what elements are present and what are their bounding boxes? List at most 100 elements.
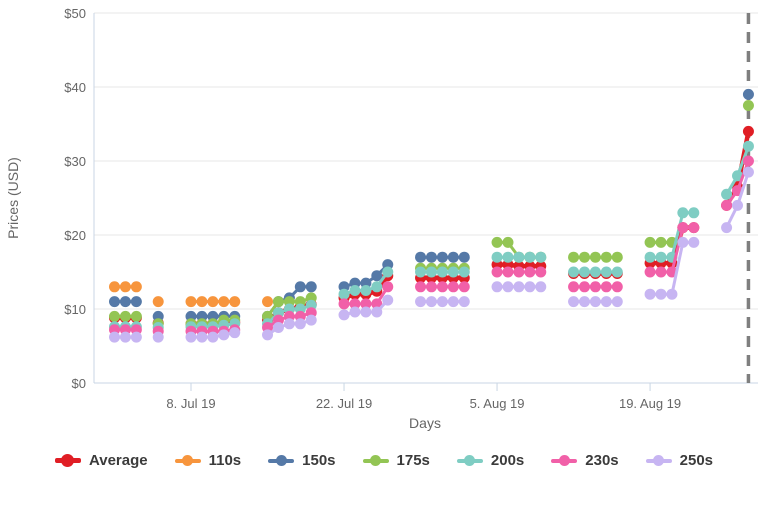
data-point-200s bbox=[568, 266, 580, 278]
legend-label: Average bbox=[88, 452, 148, 469]
x-axis-title: Days bbox=[409, 415, 441, 431]
data-point-200s bbox=[360, 285, 372, 296]
data-point-230s bbox=[644, 266, 656, 278]
series-layer bbox=[109, 88, 754, 343]
data-point-230s bbox=[371, 298, 383, 310]
data-point-230s bbox=[742, 155, 754, 167]
x-tick-label: 22. Jul 19 bbox=[316, 396, 372, 411]
data-point-175s bbox=[655, 236, 667, 248]
data-point-150s bbox=[371, 270, 383, 282]
data-point-250s bbox=[262, 329, 274, 341]
legend-marker-icon bbox=[268, 455, 295, 466]
y-tick-label: $30 bbox=[64, 154, 86, 169]
data-point-230s bbox=[535, 266, 547, 278]
data-point-250s bbox=[119, 331, 131, 343]
series-segment bbox=[736, 170, 750, 207]
data-point-200s bbox=[371, 281, 383, 293]
data-point-200s bbox=[338, 288, 350, 300]
legend-marker-icon bbox=[54, 454, 81, 467]
data-point-200s bbox=[644, 251, 656, 263]
data-point-250s bbox=[229, 327, 241, 339]
legend-item-110s[interactable]: 110s bbox=[174, 452, 241, 469]
data-point-250s bbox=[742, 166, 754, 178]
data-point-200s bbox=[458, 266, 470, 278]
data-point-250s bbox=[688, 236, 700, 248]
data-point-175s bbox=[578, 251, 590, 263]
data-point-250s bbox=[502, 281, 514, 293]
data-point-250s bbox=[272, 322, 284, 333]
data-point-250s bbox=[732, 199, 744, 211]
data-point-110s bbox=[119, 281, 131, 293]
data-point-250s bbox=[447, 296, 459, 308]
data-point-150s bbox=[415, 251, 427, 263]
data-point-230s bbox=[721, 199, 733, 211]
data-point-250s bbox=[218, 329, 230, 341]
series-250s bbox=[109, 166, 754, 343]
legend-item-250s[interactable]: 250s bbox=[645, 452, 713, 469]
legend-item-175s[interactable]: 175s bbox=[362, 452, 430, 469]
legend-marker-icon bbox=[174, 455, 201, 466]
data-point-230s bbox=[436, 281, 448, 293]
data-point-230s bbox=[568, 281, 580, 293]
chart-legend: Average 110s 150s 175s 200s 230s 250s bbox=[0, 452, 768, 469]
data-point-200s bbox=[655, 251, 667, 263]
data-point-175s bbox=[130, 310, 142, 322]
data-point-150s bbox=[294, 281, 306, 293]
data-point-230s bbox=[655, 266, 667, 278]
data-point-150s bbox=[458, 251, 470, 263]
legend-label: 150s bbox=[302, 452, 336, 469]
data-point-175s bbox=[272, 296, 284, 308]
data-point-200s bbox=[349, 285, 361, 296]
data-point-200s bbox=[436, 266, 448, 278]
y-tick-label: $20 bbox=[64, 228, 86, 243]
data-point-110s bbox=[207, 296, 219, 308]
y-axis-title: Prices (USD) bbox=[5, 157, 21, 239]
y-tick-label: $40 bbox=[64, 80, 86, 95]
data-point-150s bbox=[447, 251, 459, 263]
legend-marker-icon bbox=[456, 455, 483, 466]
data-point-175s bbox=[644, 236, 656, 248]
data-point-150s bbox=[130, 296, 142, 308]
legend-item-230s[interactable]: 230s bbox=[551, 452, 619, 469]
data-point-230s bbox=[600, 281, 612, 293]
data-point-110s bbox=[196, 296, 208, 308]
data-point-200s bbox=[600, 266, 612, 278]
data-point-175s bbox=[611, 251, 623, 263]
series-segment bbox=[670, 226, 685, 274]
axes: $0 $10 $20 $30 $40 $50 8. Jul 19 22. Jul 19 5. A… bbox=[64, 6, 681, 411]
data-point-250s bbox=[513, 281, 525, 293]
data-point-230s bbox=[589, 281, 601, 293]
data-point-110s bbox=[130, 281, 142, 293]
legend-item-150s[interactable]: 150s bbox=[268, 452, 336, 469]
data-point-150s bbox=[425, 251, 437, 263]
legend-label: 200s bbox=[490, 452, 525, 469]
legend-item-200s[interactable]: 200s bbox=[456, 452, 525, 469]
data-point-175s bbox=[568, 251, 580, 263]
data-point-230s bbox=[502, 266, 514, 278]
data-point-230s bbox=[415, 281, 427, 293]
data-point-250s bbox=[644, 288, 656, 300]
legend-label: 175s bbox=[396, 452, 430, 469]
data-point-200s bbox=[677, 207, 689, 219]
data-point-200s bbox=[513, 251, 525, 263]
data-point-110s bbox=[229, 296, 241, 308]
data-point-250s bbox=[524, 281, 536, 293]
legend-item-average[interactable]: Average bbox=[54, 452, 148, 469]
data-point-230s bbox=[360, 298, 372, 310]
data-point-200s bbox=[611, 266, 623, 278]
data-point-230s bbox=[425, 281, 437, 293]
legend-marker-icon bbox=[645, 455, 672, 466]
data-point-175s bbox=[502, 236, 514, 248]
data-point-200s bbox=[732, 170, 744, 182]
data-point-250s bbox=[425, 296, 437, 308]
data-point-250s bbox=[185, 331, 197, 343]
data-point-200s bbox=[425, 266, 437, 278]
data-point-110s bbox=[218, 296, 230, 308]
data-point-175s bbox=[589, 251, 601, 263]
data-point-230s bbox=[611, 281, 623, 293]
data-point-250s bbox=[338, 309, 350, 321]
x-tick-label: 5. Aug 19 bbox=[470, 396, 525, 411]
data-point-175s bbox=[109, 310, 120, 322]
data-point-250s bbox=[568, 296, 580, 308]
series-segment bbox=[670, 211, 685, 259]
